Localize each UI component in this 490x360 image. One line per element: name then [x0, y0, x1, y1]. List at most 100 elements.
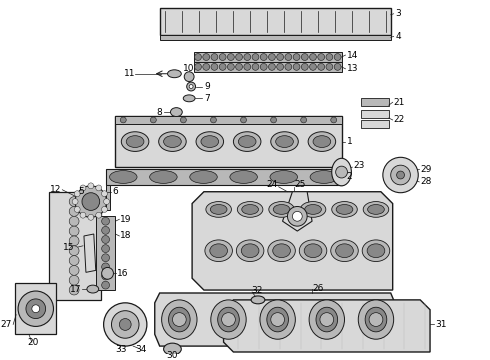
Ellipse shape [169, 307, 190, 332]
Text: 34: 34 [135, 345, 147, 354]
Circle shape [32, 305, 40, 313]
Circle shape [227, 63, 234, 70]
Text: 24: 24 [267, 180, 278, 189]
Text: 15: 15 [63, 243, 74, 252]
Circle shape [101, 207, 107, 212]
Circle shape [72, 199, 78, 204]
Circle shape [236, 54, 243, 60]
Circle shape [103, 303, 147, 346]
Circle shape [75, 186, 106, 217]
Text: 11: 11 [123, 69, 135, 78]
Text: 31: 31 [435, 320, 446, 329]
Circle shape [101, 254, 110, 262]
Circle shape [252, 63, 259, 70]
Circle shape [301, 54, 308, 60]
Ellipse shape [270, 171, 297, 183]
Circle shape [310, 54, 317, 60]
Text: 25: 25 [294, 180, 306, 189]
Ellipse shape [310, 171, 338, 183]
Ellipse shape [236, 240, 264, 261]
Circle shape [74, 207, 80, 212]
Text: 2: 2 [346, 172, 352, 181]
Ellipse shape [168, 70, 181, 78]
Ellipse shape [164, 343, 181, 355]
Circle shape [396, 171, 404, 179]
Circle shape [69, 285, 79, 295]
Circle shape [270, 117, 276, 123]
Circle shape [150, 117, 156, 123]
Ellipse shape [233, 132, 261, 152]
Polygon shape [283, 192, 312, 231]
Circle shape [277, 54, 284, 60]
Circle shape [88, 214, 94, 220]
Text: 18: 18 [121, 231, 132, 240]
Ellipse shape [241, 244, 259, 258]
Text: 32: 32 [251, 285, 263, 294]
Circle shape [69, 256, 79, 265]
Text: 20: 20 [27, 338, 38, 347]
Circle shape [101, 226, 110, 234]
Ellipse shape [190, 171, 217, 183]
Circle shape [241, 117, 246, 123]
Ellipse shape [260, 300, 295, 339]
Ellipse shape [267, 307, 289, 332]
Polygon shape [155, 293, 395, 346]
Circle shape [172, 313, 186, 327]
Circle shape [293, 54, 300, 60]
Text: 27: 27 [1, 320, 12, 329]
Circle shape [74, 191, 80, 197]
Text: 21: 21 [393, 98, 405, 107]
Bar [194, 52, 342, 62]
Ellipse shape [269, 202, 294, 217]
Ellipse shape [251, 296, 265, 304]
Circle shape [211, 54, 218, 60]
Polygon shape [192, 192, 392, 290]
Circle shape [69, 197, 79, 207]
Circle shape [211, 117, 217, 123]
Circle shape [293, 63, 300, 70]
Circle shape [184, 72, 194, 82]
Bar [116, 116, 342, 167]
Ellipse shape [365, 307, 387, 332]
Circle shape [180, 117, 186, 123]
Bar [194, 62, 342, 72]
Circle shape [331, 117, 337, 123]
Circle shape [269, 54, 275, 60]
Circle shape [285, 54, 292, 60]
Circle shape [244, 54, 251, 60]
Text: 26: 26 [312, 284, 323, 293]
Ellipse shape [218, 307, 239, 332]
Circle shape [269, 63, 275, 70]
Text: 6: 6 [113, 187, 118, 196]
Bar [105, 169, 342, 185]
Circle shape [69, 216, 79, 226]
Circle shape [244, 63, 251, 70]
Ellipse shape [358, 300, 393, 339]
Circle shape [101, 245, 110, 253]
Ellipse shape [304, 244, 322, 258]
Text: 28: 28 [420, 177, 432, 186]
Bar [160, 8, 391, 35]
Circle shape [187, 82, 196, 91]
Circle shape [301, 117, 307, 123]
Circle shape [195, 54, 201, 60]
Ellipse shape [171, 108, 182, 117]
Circle shape [189, 85, 193, 89]
Circle shape [293, 211, 302, 221]
Ellipse shape [367, 244, 385, 258]
Circle shape [82, 193, 99, 210]
Circle shape [252, 54, 259, 60]
Circle shape [320, 313, 334, 327]
Text: 7: 7 [204, 94, 210, 103]
Ellipse shape [268, 240, 295, 261]
Ellipse shape [205, 240, 232, 261]
Text: 33: 33 [116, 345, 127, 354]
Ellipse shape [210, 204, 227, 214]
Ellipse shape [316, 307, 338, 332]
Ellipse shape [308, 132, 336, 152]
Circle shape [310, 63, 317, 70]
Circle shape [336, 166, 347, 178]
Circle shape [203, 54, 210, 60]
Text: 4: 4 [395, 32, 401, 41]
Ellipse shape [271, 132, 298, 152]
